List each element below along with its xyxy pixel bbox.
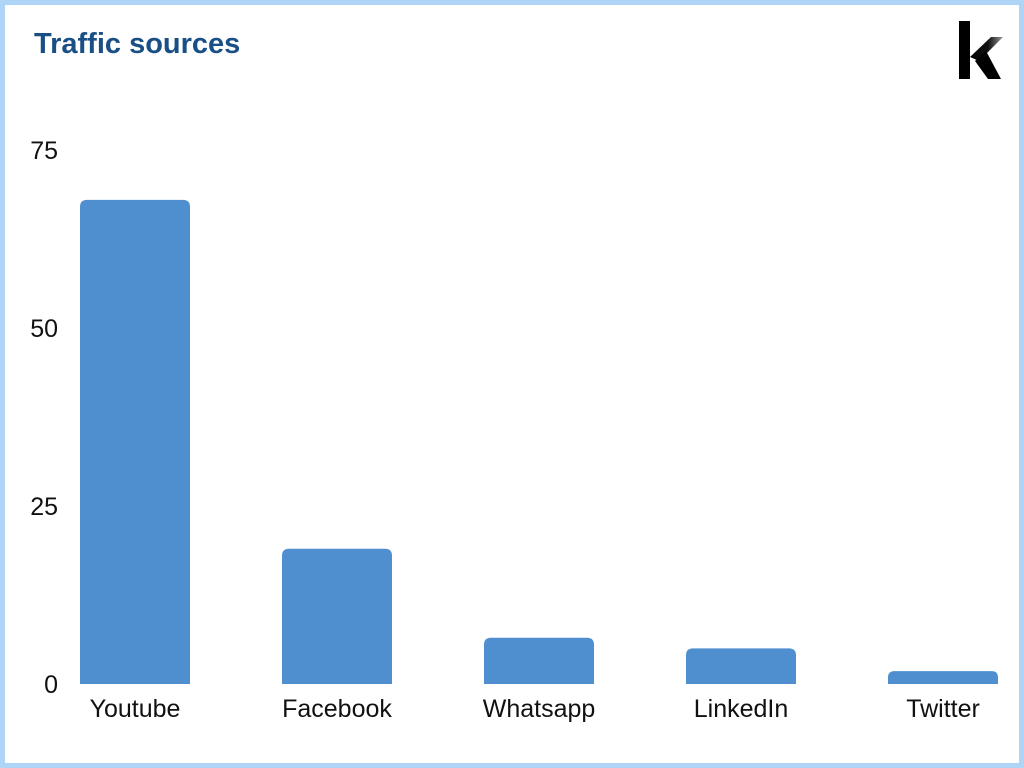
chart-title: Traffic sources <box>34 28 241 60</box>
x-category-label: Whatsapp <box>483 695 596 723</box>
y-tick-label: 50 <box>30 315 58 343</box>
k-logo-icon <box>959 21 1003 79</box>
x-category-label: Twitter <box>906 695 980 723</box>
bar-facebook <box>282 548 392 684</box>
bar-youtube <box>80 199 190 684</box>
bar-whatsapp <box>484 637 594 684</box>
y-tick-label: 0 <box>44 671 58 699</box>
x-category-label: Facebook <box>282 695 392 723</box>
bar-linkedin <box>686 648 796 684</box>
y-tick-label: 75 <box>30 137 58 165</box>
y-tick-label: 25 <box>30 493 58 521</box>
x-category-label: Youtube <box>90 695 181 723</box>
x-category-label: LinkedIn <box>694 695 789 723</box>
bar-twitter <box>888 671 998 684</box>
